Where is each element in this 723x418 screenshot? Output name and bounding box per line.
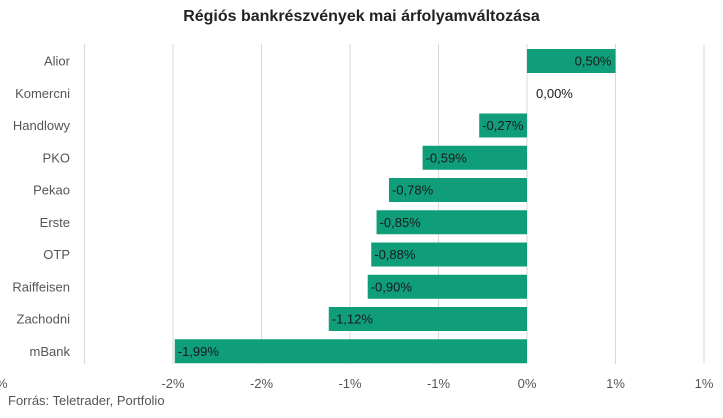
bar (376, 210, 527, 235)
data-label: -0,85% (380, 215, 422, 230)
data-label: -1,99% (178, 344, 220, 359)
source-note: Forrás: Teletrader, Portfolio (8, 393, 165, 408)
data-label: -0,78% (392, 183, 434, 198)
x-tick-label: 1% (606, 376, 625, 391)
category-label: Zachodni (17, 312, 71, 327)
x-tick-label: 0% (518, 376, 537, 391)
labels: -3% -2% -2% -1% -1% 0% 1% 1% Alior 0,50% Komercni 0… (0, 54, 714, 392)
bar (328, 307, 527, 331)
data-label: -0,90% (371, 279, 413, 294)
bar (527, 49, 616, 73)
data-label: -0,59% (426, 150, 468, 165)
bar (388, 178, 527, 202)
bar (174, 339, 527, 364)
data-label: 0,00% (536, 86, 573, 101)
x-tick-label: -1% (427, 376, 451, 391)
category-label: Komercni (15, 86, 70, 101)
x-tick-label: -3% (0, 376, 8, 391)
data-label: -0,27% (482, 118, 524, 133)
bar (479, 113, 527, 138)
bar (422, 145, 527, 170)
category-label: Erste (40, 215, 70, 230)
x-tick-label: -2% (161, 376, 185, 391)
x-tick-label: 1% (695, 376, 714, 391)
data-label: -0,88% (374, 247, 416, 262)
chart-title: Régiós bankrészvények mai árfolyamváltoz… (183, 8, 540, 25)
bar (371, 242, 527, 267)
category-label: Pekao (33, 183, 70, 198)
category-label: PKO (43, 150, 70, 165)
data-label: 0,50% (575, 54, 612, 69)
category-label: OTP (43, 247, 70, 262)
x-tick-label: -2% (250, 376, 274, 391)
category-label: Alior (44, 54, 71, 69)
bars (174, 49, 616, 364)
x-tick-label: -1% (338, 376, 362, 391)
category-label: Handlowy (13, 118, 71, 133)
category-label: mBank (30, 344, 71, 359)
category-label: Raiffeisen (12, 279, 70, 294)
bar (367, 274, 527, 299)
data-label: -1,12% (332, 312, 374, 327)
